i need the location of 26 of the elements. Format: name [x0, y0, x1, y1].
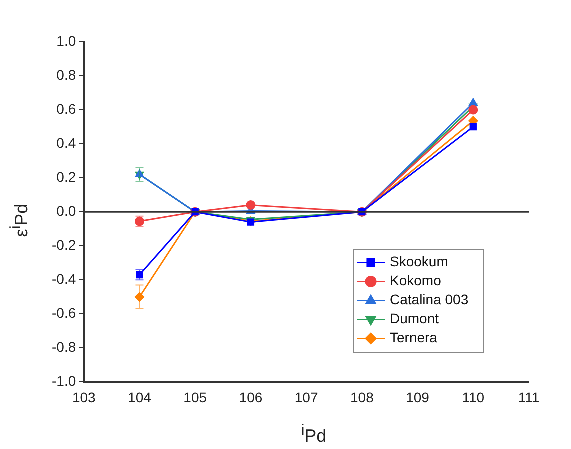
x-axis-title: $^{i}$Pd [300, 422, 328, 448]
legend-label: Catalina 003 [390, 292, 469, 308]
legend-label: Kokomo [390, 272, 442, 289]
x-tick-label: 105 [184, 389, 208, 406]
y-tick-label: 0.0 [56, 202, 76, 219]
legend-label: Dumont [390, 310, 440, 327]
x-tick-label: 106 [239, 389, 263, 406]
y-tick-label: 0.8 [56, 66, 76, 83]
y-tick-label: 0.2 [56, 168, 76, 185]
x-tick-label: 110 [462, 389, 485, 406]
y-tick-label: -0.6 [52, 305, 76, 322]
x-tick-label: 107 [294, 389, 318, 406]
x-tick-label: 103 [72, 389, 96, 406]
legend-label: Skookum [390, 254, 448, 270]
y-tick-label: 1.0 [56, 32, 76, 49]
x-tick-label: 108 [350, 389, 374, 406]
x-tick-label: 111 [518, 389, 540, 406]
y-tick-label: 0.4 [56, 134, 76, 151]
y-tick-label: -0.2 [52, 236, 76, 253]
x-tick-label: 109 [406, 389, 430, 406]
x-tick-label: 104 [128, 389, 152, 406]
y-tick-label: 0.6 [56, 100, 76, 117]
y-tick-label: -1.0 [52, 373, 76, 390]
legend-label: Ternera [390, 330, 438, 346]
y-tick-label: -0.4 [52, 271, 76, 287]
y-tick-label: -0.8 [52, 339, 76, 356]
